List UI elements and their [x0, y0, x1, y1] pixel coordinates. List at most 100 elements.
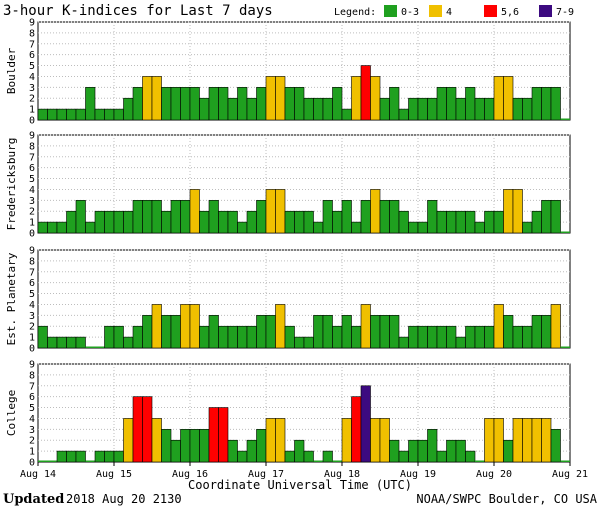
bar-k-1: [474, 221, 485, 234]
bar-k-3: [322, 315, 333, 349]
y-tick-label: 4: [29, 414, 35, 425]
bar-k-2: [446, 325, 457, 349]
y-tick-label: 3: [29, 425, 35, 436]
bar-k-2: [379, 97, 390, 121]
legend-label-0: 0-3: [401, 7, 419, 18]
bar-k-3: [85, 87, 96, 121]
bar-k-4: [512, 189, 523, 234]
y-tick-label: 3: [29, 196, 35, 207]
legend-title: Legend:: [334, 7, 376, 18]
x-tick-label: Aug 17: [248, 469, 284, 480]
y-tick-label: 9: [29, 360, 35, 371]
bar-k-2: [123, 97, 134, 121]
bar-k-3: [322, 200, 333, 234]
bar-k-2: [455, 439, 466, 463]
panels: 0123456789Boulder0123456789Fredericksbur…: [5, 18, 571, 469]
bar-k-1: [37, 221, 48, 234]
footer-credit: NOAA/SWPC Boulder, CO USA: [416, 492, 597, 506]
bar-k-4: [151, 76, 162, 121]
legend-swatch-1: [429, 5, 442, 17]
y-tick-label: 3: [29, 83, 35, 94]
bar-k-1: [123, 336, 134, 349]
bar-k-4: [493, 304, 504, 349]
bar-k-1: [94, 450, 105, 463]
footer-updated-value: 2018 Aug 20 2130: [66, 492, 182, 506]
bar-k-2: [227, 97, 238, 121]
bar-k-3: [531, 315, 542, 349]
y-tick-label: 2: [29, 207, 35, 218]
bar-k-4: [550, 304, 561, 349]
bar-k-5: [208, 407, 219, 463]
y-tick-label: 2: [29, 436, 35, 447]
legend-swatch-2: [484, 5, 497, 17]
bar-k-2: [522, 97, 533, 121]
bar-k-4: [484, 418, 495, 463]
bar-k-4: [142, 76, 153, 121]
bar-k-1: [417, 221, 428, 234]
legend-label-1: 4: [446, 7, 452, 18]
bar-k-3: [142, 315, 153, 349]
y-tick-label: 9: [29, 131, 35, 142]
bar-k-1: [398, 336, 409, 349]
bar-k-3: [170, 200, 181, 234]
bar-k-1: [351, 221, 362, 234]
bar-k-2: [474, 97, 485, 121]
bar-k-3: [531, 87, 542, 121]
bar-k-2: [465, 210, 476, 234]
bar-k-4: [275, 76, 286, 121]
bar-k-2: [294, 439, 305, 463]
y-tick-label: 8: [29, 256, 35, 267]
bar-k-0: [560, 118, 570, 120]
bar-k-4: [275, 189, 286, 234]
bar-k-3: [180, 429, 191, 463]
bar-k-1: [341, 108, 352, 121]
bar-k-1: [56, 336, 67, 349]
bar-k-3: [313, 315, 324, 349]
panel-label: Est. Planetary: [5, 252, 18, 345]
bar-k-2: [113, 325, 124, 349]
bar-k-1: [303, 336, 314, 349]
y-tick-label: 1: [29, 105, 35, 116]
bar-k-3: [341, 200, 352, 234]
bar-k-1: [66, 450, 77, 463]
bar-k-3: [389, 87, 400, 121]
bar-k-2: [484, 325, 495, 349]
bar-k-0: [560, 346, 570, 348]
bar-k-2: [37, 325, 48, 349]
bar-k-4: [189, 304, 200, 349]
bar-k-2: [408, 97, 419, 121]
bar-k-0: [85, 346, 95, 348]
bar-k-3: [294, 87, 305, 121]
bar-k-4: [151, 418, 162, 463]
footer-updated-label: Updated: [3, 492, 64, 507]
y-tick-label: 2: [29, 322, 35, 333]
bar-k-2: [246, 210, 257, 234]
bar-k-2: [398, 210, 409, 234]
bar-k-2: [351, 325, 362, 349]
y-tick-label: 7: [29, 381, 35, 392]
bar-k-2: [484, 97, 495, 121]
y-tick-label: 0: [29, 116, 35, 127]
y-tick-label: 5: [29, 403, 35, 414]
bar-k-3: [379, 315, 390, 349]
bar-k-2: [427, 325, 438, 349]
bar-k-2: [227, 439, 238, 463]
bar-k-2: [455, 210, 466, 234]
bar-k-2: [503, 439, 514, 463]
bar-k-2: [455, 97, 466, 121]
bar-k-3: [170, 87, 181, 121]
bar-k-2: [246, 439, 257, 463]
bar-k-3: [189, 429, 200, 463]
bar-k-2: [446, 210, 457, 234]
x-tick-label: Aug 15: [96, 469, 132, 480]
bar-k-2: [237, 325, 248, 349]
bar-k-1: [322, 450, 333, 463]
bar-k-4: [265, 418, 276, 463]
bar-k-1: [56, 450, 67, 463]
bar-k-2: [436, 325, 447, 349]
bar-k-1: [303, 450, 314, 463]
bar-k-1: [436, 450, 447, 463]
bar-k-2: [113, 210, 124, 234]
